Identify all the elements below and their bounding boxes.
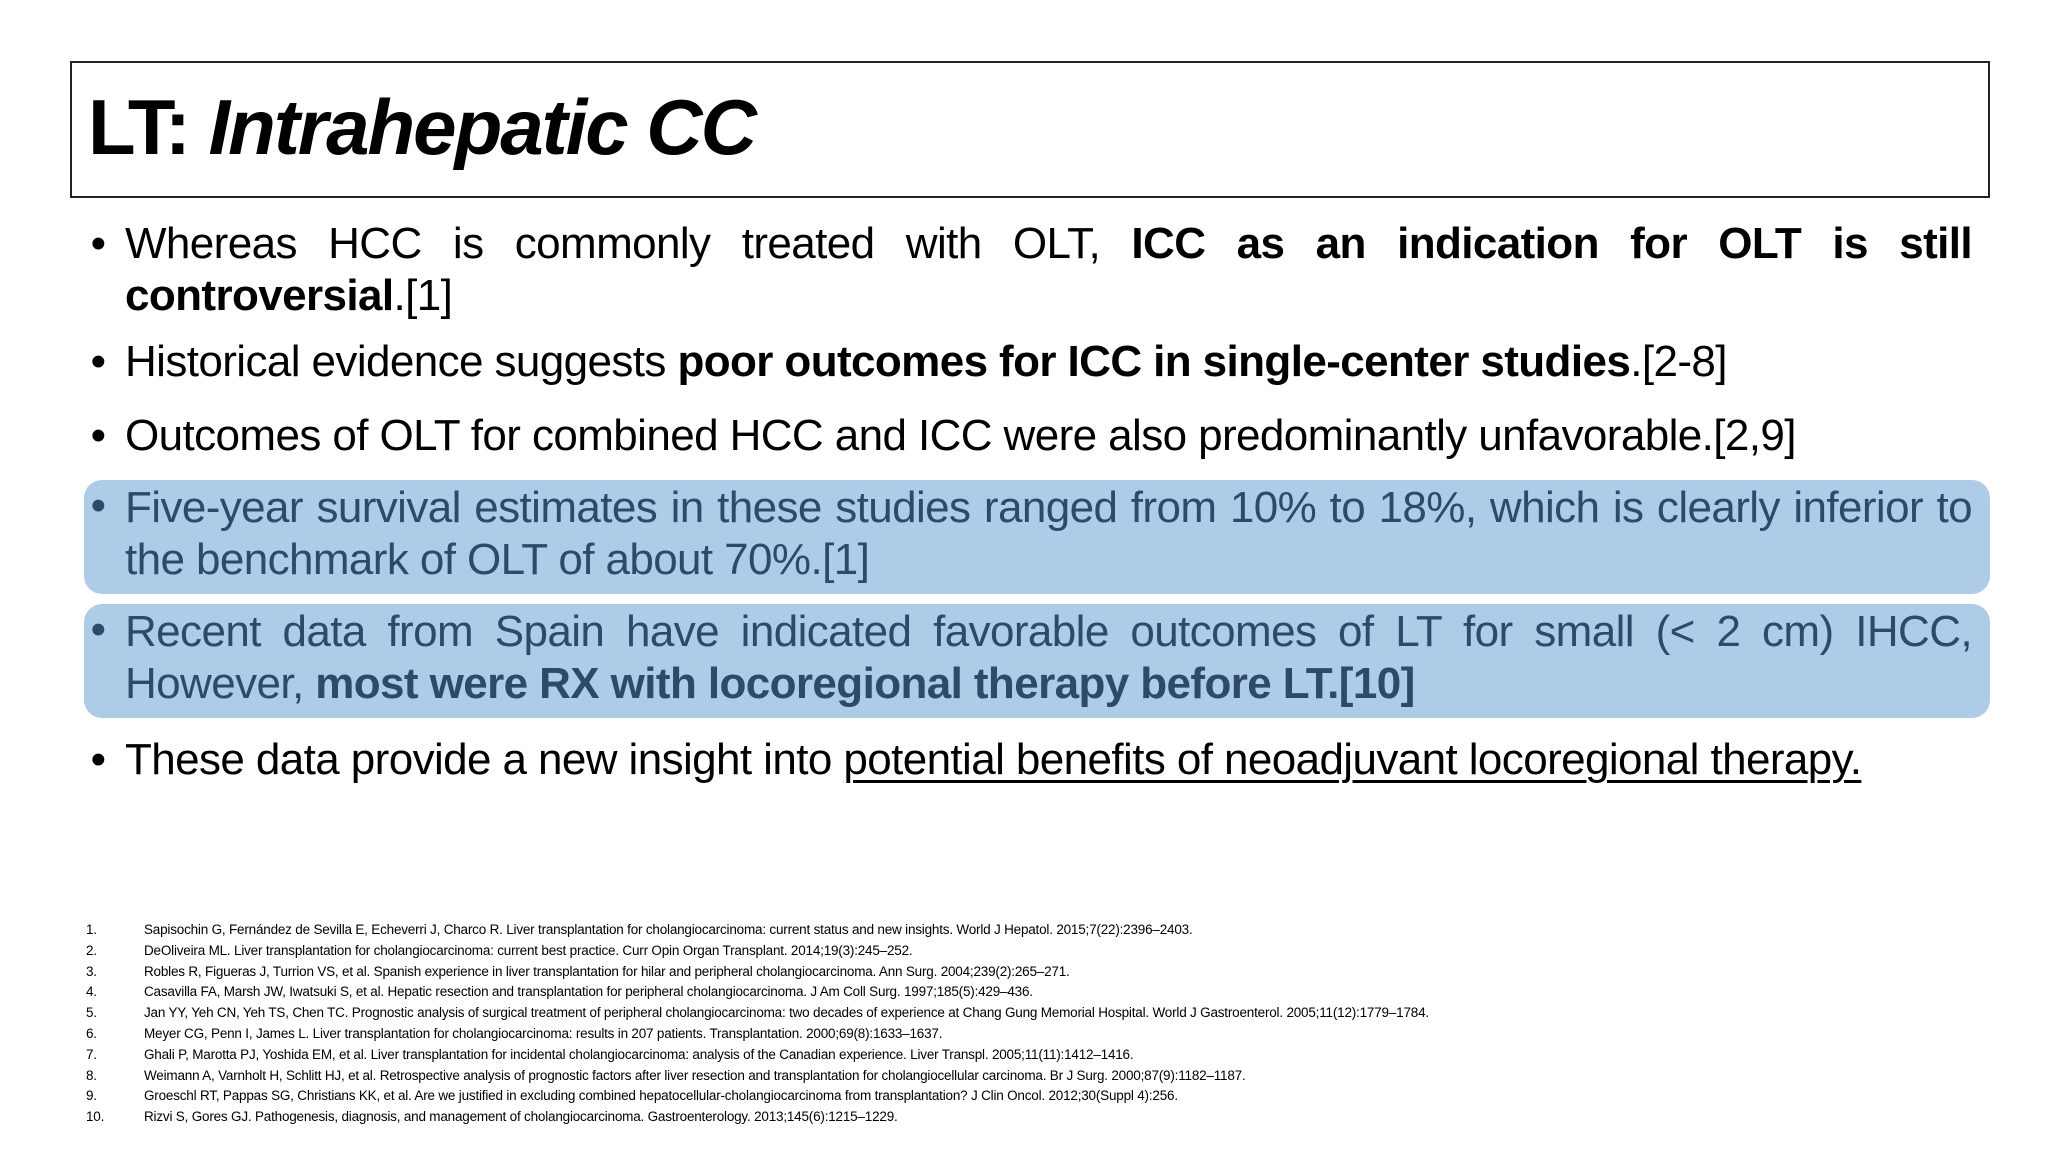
bullet-text-part: Recent data from Spain have indicated fa… xyxy=(125,607,1973,708)
bullet-text-bold: most were RX with locoregional therapy b… xyxy=(315,659,1415,708)
bullet-text: Recent data from Spain have indicated fa… xyxy=(125,606,1990,710)
references-list: 1. Sapisochin G, Fernández de Sevilla E, … xyxy=(70,920,1970,1128)
title-box: LT: Intrahepatic CC xyxy=(70,61,1990,198)
bullet-text-bold: poor outcomes for ICC in single-center s… xyxy=(677,337,1631,386)
reference-number: 2. xyxy=(86,942,97,958)
reference-number: 9. xyxy=(86,1088,97,1104)
reference-text: Weimann A, Varnholt H, Schlitt HJ, et al… xyxy=(144,1067,1246,1083)
bullet-olt-controversy: • Whereas HCC is commonly treated with O… xyxy=(70,218,1990,322)
reference-text: Casavilla FA, Marsh JW, Iwatsuki S, et a… xyxy=(144,984,1033,1000)
reference-number: 5. xyxy=(86,1005,97,1021)
bullet-text-part: Outcomes of OLT for combined HCC and ICC… xyxy=(125,411,1796,460)
bullet-dot-icon: • xyxy=(90,481,106,530)
reference-item: 5. Jan YY, Yeh CN, Yeh TS, Chen TC. Progn… xyxy=(70,1003,1970,1024)
reference-number: 10. xyxy=(86,1109,105,1125)
reference-item: 8. Weimann A, Varnholt H, Schlitt HJ, et … xyxy=(70,1066,1970,1087)
bullet-text: Historical evidence suggests poor outcom… xyxy=(125,336,1990,388)
bullet-text-part: Historical evidence suggests xyxy=(125,337,678,386)
bullet-dot-icon: • xyxy=(90,605,106,654)
reference-text: Jan YY, Yeh CN, Yeh TS, Chen TC. Prognos… xyxy=(144,1005,1429,1021)
bullet-text-part: Whereas HCC is commonly treated with OLT… xyxy=(125,219,1132,268)
reference-item: 7. Ghali P, Marotta PJ, Yoshida EM, et al… xyxy=(70,1045,1970,1066)
reference-number: 8. xyxy=(86,1067,97,1083)
bullet-text: These data provide a new insight into po… xyxy=(125,734,1990,786)
bullet-five-year-survival-highlighted: • Five-year survival estimates in these … xyxy=(84,480,1990,594)
bullet-combined-outcomes: • Outcomes of OLT for combined HCC and I… xyxy=(70,410,1990,462)
reference-item: 2. DeOliveira ML. Liver transplantation f… xyxy=(70,941,1970,962)
bullet-citation: .[1] xyxy=(393,271,453,320)
bullet-dot-icon: • xyxy=(90,411,106,460)
bullet-text-part: These data provide a new insight into xyxy=(125,735,844,784)
bullet-citation: .[2-8] xyxy=(1630,337,1727,386)
bullet-spain-data-highlighted: • Recent data from Spain have indicated … xyxy=(84,604,1990,718)
reference-number: 7. xyxy=(86,1046,97,1062)
reference-text: Sapisochin G, Fernández de Sevilla E, Ec… xyxy=(144,922,1193,937)
reference-number: 1. xyxy=(86,922,97,937)
reference-item: 9. Groeschl RT, Pappas SG, Christians KK,… xyxy=(70,1086,1970,1107)
reference-text: Ghali P, Marotta PJ, Yoshida EM, et al. … xyxy=(144,1046,1134,1062)
reference-number: 6. xyxy=(86,1025,97,1041)
reference-number: 4. xyxy=(86,984,97,1000)
reference-text: Robles R, Figueras J, Turrion VS, et al.… xyxy=(144,963,1070,979)
bullet-text: Five-year survival estimates in these st… xyxy=(125,482,1990,586)
slide-title: LT: Intrahepatic CC xyxy=(88,79,757,175)
bullet-historical-evidence: • Historical evidence suggests poor outc… xyxy=(70,336,1990,388)
reference-number: 3. xyxy=(86,963,97,979)
reference-item: 6. Meyer CG, Penn I, James L. Liver trans… xyxy=(70,1024,1970,1045)
reference-text: Meyer CG, Penn I, James L. Liver transpl… xyxy=(144,1025,943,1041)
bullet-dot-icon: • xyxy=(90,219,106,268)
reference-text: Rizvi S, Gores GJ. Pathogenesis, diagnos… xyxy=(144,1109,898,1125)
reference-item: 1. Sapisochin G, Fernández de Sevilla E, … xyxy=(70,920,1970,941)
reference-item: 10. Rizvi S, Gores GJ. Pathogenesis, diag… xyxy=(70,1107,1970,1128)
reference-text: Groeschl RT, Pappas SG, Christians KK, e… xyxy=(144,1088,1178,1104)
bullet-text-underlined: potential benefits of neoadjuvant locore… xyxy=(843,735,1862,784)
bullet-dot-icon: • xyxy=(90,337,106,386)
reference-item: 4. Casavilla FA, Marsh JW, Iwatsuki S, et… xyxy=(70,982,1970,1003)
reference-item: 3. Robles R, Figueras J, Turrion VS, et a… xyxy=(70,962,1970,983)
bullet-dot-icon: • xyxy=(90,735,106,784)
bullet-text: Outcomes of OLT for combined HCC and ICC… xyxy=(125,410,1990,462)
reference-text: DeOliveira ML. Liver transplantation for… xyxy=(144,942,913,958)
bullet-text-bold: ICC as an indication for OLT is still co… xyxy=(125,219,1973,320)
bullet-new-insight: • These data provide a new insight into … xyxy=(70,734,1990,786)
bullet-text: Whereas HCC is commonly treated with OLT… xyxy=(125,218,1990,322)
bullet-list: • Whereas HCC is commonly treated with O… xyxy=(70,218,1990,786)
title-italic: Intrahepatic CC xyxy=(208,83,757,171)
title-prefix: LT: xyxy=(88,83,209,171)
bullet-text-part: Five-year survival estimates in these st… xyxy=(125,483,1973,584)
